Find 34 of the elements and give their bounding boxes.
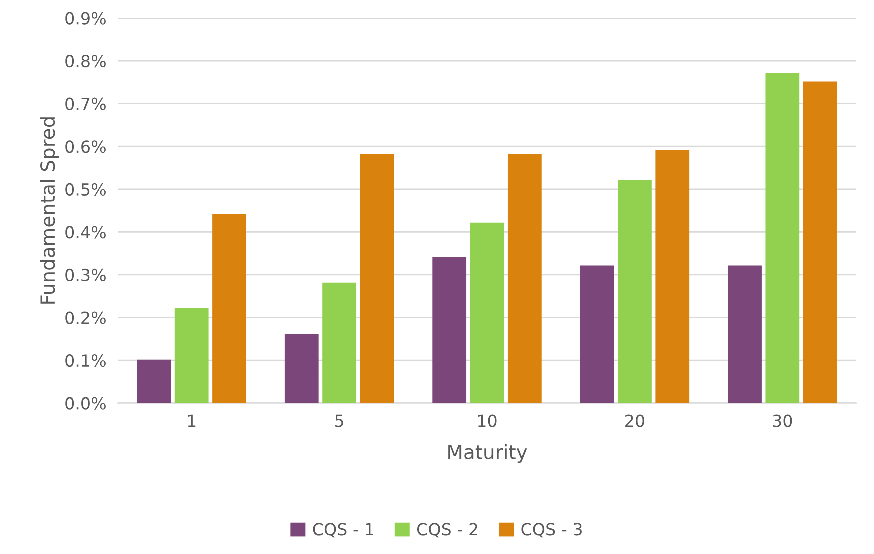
x-tick-label: 30 [773, 414, 792, 428]
x-axis-title: Maturity [448, 444, 528, 464]
y-tick-label: 0.7% [66, 98, 106, 110]
x-tick-label: 5 [336, 414, 344, 428]
y-tick-label: 0.5% [66, 183, 106, 196]
bar [432, 257, 467, 404]
bar [508, 154, 542, 404]
y-tick-label: 0.2% [66, 312, 106, 324]
legend-label: CQS - 3 [522, 523, 582, 538]
bar [580, 266, 614, 404]
bar [803, 82, 838, 404]
y-tick-label: 0.9% [66, 12, 106, 25]
bar [618, 180, 652, 404]
bar [470, 222, 504, 404]
x-tick-label: 1 [188, 414, 196, 428]
bar [212, 214, 246, 404]
y-tick-label: 0.6% [66, 140, 106, 154]
bar [137, 360, 172, 404]
bar [360, 154, 394, 404]
bar [656, 150, 690, 404]
y-tick-label: 0.3% [66, 268, 106, 282]
legend-label: CQS - 2 [417, 523, 478, 538]
bar [766, 73, 800, 404]
x-tick-label: 10 [478, 414, 497, 428]
bar [322, 282, 356, 404]
bar [174, 308, 209, 404]
y-axis-title: Fundamental Spred [40, 118, 59, 304]
bar [284, 334, 319, 404]
y-tick-label: 0.8% [66, 55, 106, 68]
y-tick-label: 0.1% [66, 354, 106, 368]
y-tick-label: 0.4% [66, 226, 106, 239]
x-tick-label: 20 [626, 414, 644, 428]
legend-label: CQS - 1 [313, 523, 374, 538]
y-tick-label: 0.0% [66, 397, 106, 410]
